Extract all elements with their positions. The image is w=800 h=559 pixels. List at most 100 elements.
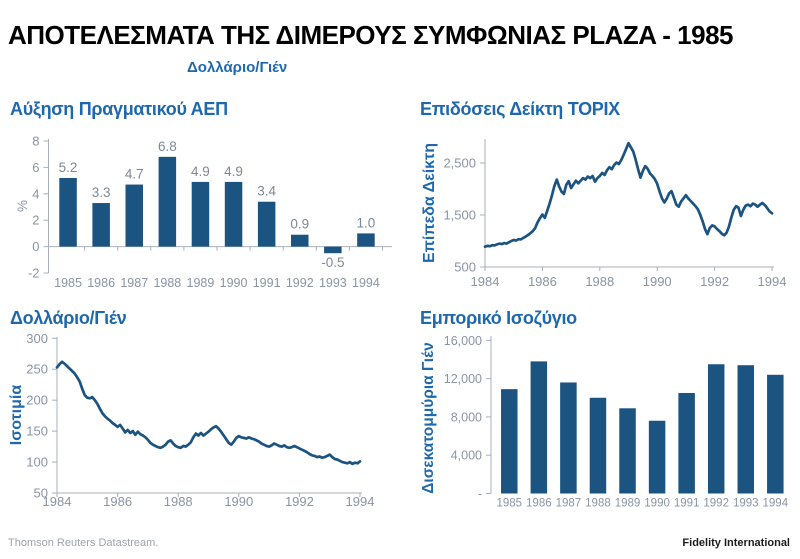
trade-bar-1985 <box>501 389 518 494</box>
svg-text:1990: 1990 <box>224 494 253 509</box>
svg-text:100: 100 <box>26 455 48 470</box>
svg-text:5.2: 5.2 <box>59 160 78 175</box>
gdp-bar-1986 <box>92 203 110 247</box>
trade-bar-1990 <box>648 420 666 494</box>
svg-text:8: 8 <box>32 134 39 149</box>
svg-text:1987: 1987 <box>120 276 148 290</box>
trade-bar-1991 <box>678 392 695 494</box>
svg-text:1991: 1991 <box>674 498 700 510</box>
svg-text:Επίπεδα Δείκτη: Επίπεδα Δείκτη <box>421 143 438 263</box>
svg-text:1985: 1985 <box>54 276 82 290</box>
svg-text:1987: 1987 <box>556 498 582 510</box>
svg-text:3.3: 3.3 <box>92 185 111 200</box>
svg-text:1984: 1984 <box>471 274 500 289</box>
svg-text:1990: 1990 <box>220 276 248 290</box>
svg-text:1993: 1993 <box>319 276 347 290</box>
svg-text:%: % <box>15 200 30 212</box>
usdjpy-line-series <box>55 360 362 466</box>
svg-text:1990: 1990 <box>644 498 670 510</box>
svg-text:1991: 1991 <box>253 276 281 290</box>
svg-text:50: 50 <box>34 486 48 501</box>
svg-text:12,000: 12,000 <box>444 372 482 386</box>
svg-text:500: 500 <box>454 260 476 275</box>
gdp-chart-title: Αύξηση Πραγματικού ΑΕΠ <box>10 99 228 119</box>
gdp-bar-1985 <box>59 177 77 247</box>
page-subtitle: Δολλάριο/Γιέν <box>187 59 288 76</box>
gdp-bar-1990 <box>224 181 243 247</box>
trade-bar-1993 <box>737 365 755 494</box>
svg-text:1984: 1984 <box>43 494 72 509</box>
source-attribution: Thomson Reuters Datastream. <box>8 537 159 549</box>
usdjpy-chart-title: Δολλάριο/Γιέν <box>10 308 127 328</box>
svg-text:1985: 1985 <box>496 498 522 510</box>
gdp-bar-1987 <box>125 184 143 247</box>
gdp-chart: 8 6 4 2 0 -2 5.2 1985 3.3 1986 4.7 1987 6.8 1988 4.9 19… <box>15 134 392 290</box>
svg-text:3.4: 3.4 <box>257 184 276 199</box>
svg-text:1993: 1993 <box>733 498 759 510</box>
svg-text:1994: 1994 <box>763 498 789 510</box>
svg-text:1989: 1989 <box>615 498 641 510</box>
svg-text:1994: 1994 <box>352 276 380 290</box>
svg-text:Ισοτιμία: Ισοτιμία <box>8 385 25 446</box>
svg-text:1992: 1992 <box>285 494 314 509</box>
svg-text:6.8: 6.8 <box>158 139 177 154</box>
svg-text:1990: 1990 <box>643 274 672 289</box>
svg-text:1988: 1988 <box>585 274 614 289</box>
gdp-bar-1988 <box>158 156 177 247</box>
svg-text:1.0: 1.0 <box>357 215 376 230</box>
svg-text:6: 6 <box>32 160 39 175</box>
svg-text:250: 250 <box>26 362 48 377</box>
svg-text:1,500: 1,500 <box>443 208 476 223</box>
svg-text:1986: 1986 <box>103 494 132 509</box>
trade-bar-1992 <box>707 364 725 494</box>
svg-text:1989: 1989 <box>187 276 215 290</box>
svg-text:2,500: 2,500 <box>443 156 476 171</box>
trade-bar-1989 <box>619 408 636 494</box>
gdp-bar-1994 <box>357 233 375 247</box>
svg-text:1988: 1988 <box>164 494 193 509</box>
svg-text:1994: 1994 <box>758 274 787 289</box>
svg-text:4,000: 4,000 <box>451 449 482 463</box>
gdp-bar-1989 <box>191 181 210 247</box>
svg-text:4.9: 4.9 <box>224 164 243 179</box>
svg-text:200: 200 <box>26 393 48 408</box>
svg-text:4.9: 4.9 <box>191 164 210 179</box>
svg-text:4.7: 4.7 <box>125 167 144 182</box>
svg-text:4: 4 <box>32 186 39 201</box>
svg-text:1992: 1992 <box>703 498 729 510</box>
trade-bar-1994 <box>767 374 784 494</box>
svg-text:8,000: 8,000 <box>451 410 482 424</box>
trade-bar-1987 <box>560 382 577 494</box>
svg-text:1988: 1988 <box>585 498 611 510</box>
svg-text:1994: 1994 <box>346 494 375 509</box>
gdp-bar-1993 <box>324 246 342 254</box>
svg-text:16,000: 16,000 <box>444 334 482 348</box>
trade-chart: 16,000 12,000 8,000 4,000 - 1985 1986 1987 1988 1… <box>420 334 789 510</box>
svg-text:2: 2 <box>32 213 39 228</box>
svg-text:1986: 1986 <box>87 276 115 290</box>
svg-text:0.9: 0.9 <box>290 217 309 232</box>
svg-text:1992: 1992 <box>700 274 729 289</box>
trade-bar-1986 <box>530 361 548 494</box>
trade-chart-title: Εμπορικό Ισοζύγιο <box>420 308 577 328</box>
page-title: ΑΠΟΤΕΛΕΣΜΑΤΑ ΤΗΣ ΔΙΜΕΡΟΥΣ ΣΥΜΦΩΝΙΑΣ PLAZ… <box>8 20 734 50</box>
svg-text:-0.5: -0.5 <box>321 255 344 270</box>
svg-text:1986: 1986 <box>528 274 557 289</box>
svg-text:150: 150 <box>26 424 48 439</box>
svg-text:-: - <box>478 487 482 501</box>
gdp-bar-1992 <box>291 234 309 247</box>
svg-text:300: 300 <box>26 331 48 346</box>
svg-text:1988: 1988 <box>153 276 181 290</box>
svg-text:1992: 1992 <box>286 276 314 290</box>
svg-text:Δισεκατομμύρια Γιέν: Δισεκατομμύρια Γιέν <box>420 342 437 493</box>
topix-line-series <box>483 141 774 249</box>
svg-text:0: 0 <box>32 239 39 254</box>
svg-text:1986: 1986 <box>526 498 552 510</box>
trade-bar-1988 <box>589 397 607 494</box>
topix-chart-title: Επιδόσεις Δείκτη TOPIX <box>420 99 620 119</box>
gdp-bar-1991 <box>257 201 276 247</box>
